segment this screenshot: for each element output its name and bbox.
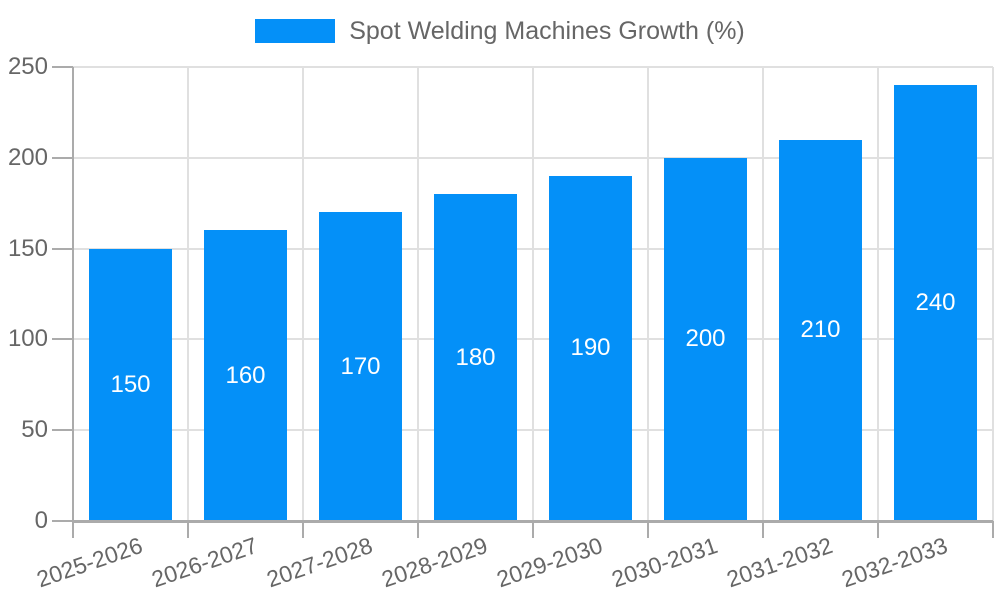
bar[interactable] [664, 157, 747, 521]
legend-swatch[interactable] [255, 19, 336, 43]
x-gridline [417, 67, 419, 521]
y-axis-line [72, 67, 74, 538]
x-tick-mark [762, 521, 764, 538]
x-tick-label: 2032-2033 [837, 531, 951, 593]
y-tick-label: 50 [21, 416, 48, 444]
bar-value-label: 200 [685, 325, 726, 353]
x-tick-label: 2029-2030 [492, 531, 606, 593]
x-gridline [302, 67, 304, 521]
bar-value-label: 180 [455, 343, 496, 371]
x-gridline [877, 67, 879, 521]
y-tick-label: 150 [7, 234, 48, 262]
bar-value-label: 170 [340, 352, 381, 380]
bar[interactable] [89, 248, 172, 521]
legend-label[interactable]: Spot Welding Machines Growth (%) [349, 17, 745, 45]
x-gridline [762, 67, 764, 521]
x-gridline [532, 67, 534, 521]
legend: Spot Welding Machines Growth (%) [0, 16, 1000, 46]
bar[interactable] [779, 139, 862, 521]
y-tick-mark [52, 156, 73, 159]
bar-value-label: 150 [110, 370, 151, 398]
x-tick-mark [417, 521, 419, 538]
bar-value-label: 240 [915, 289, 956, 317]
x-tick-label: 2026-2027 [147, 531, 261, 593]
bar-value-label: 190 [570, 334, 611, 362]
bar[interactable] [549, 175, 632, 521]
y-tick-label: 200 [7, 143, 48, 171]
bar-value-label: 160 [225, 361, 266, 389]
y-tick-mark [52, 520, 73, 522]
y-tick-mark [52, 247, 73, 250]
bar-value-label: 210 [800, 316, 841, 344]
x-tick-mark [992, 521, 994, 538]
y-tick-label: 250 [7, 53, 48, 80]
bar[interactable] [319, 212, 402, 521]
x-gridline [647, 67, 649, 521]
x-gridline [187, 67, 189, 521]
y-tick-mark [52, 338, 73, 341]
x-tick-label: 2028-2029 [377, 531, 491, 593]
y-tick-mark [52, 66, 73, 68]
x-tick-label: 2031-2032 [722, 531, 836, 593]
x-tick-mark [302, 521, 304, 538]
x-axis-line [73, 520, 993, 523]
x-gridline [992, 67, 994, 521]
bar[interactable] [204, 230, 287, 521]
x-tick-mark [187, 521, 189, 538]
x-tick-mark [877, 521, 879, 538]
x-tick-label: 2030-2031 [607, 531, 721, 593]
x-tick-label: 2027-2028 [262, 531, 376, 593]
bar[interactable] [434, 194, 517, 521]
bar[interactable] [894, 85, 977, 521]
y-tick-label: 0 [34, 507, 48, 534]
x-tick-label: 2025-2026 [32, 531, 146, 593]
y-tick-label: 100 [7, 325, 48, 353]
y-tick-mark [52, 429, 73, 432]
x-tick-mark [532, 521, 534, 538]
x-tick-mark [647, 521, 649, 538]
